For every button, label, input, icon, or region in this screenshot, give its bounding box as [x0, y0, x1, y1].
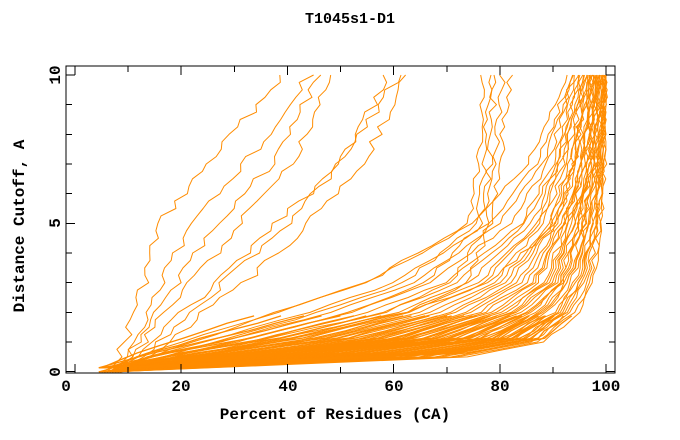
axes-frame: [65, 65, 616, 374]
y-axis-label: Distance Cutoff, A: [11, 139, 29, 313]
chart-title: T1045s1-D1: [304, 11, 396, 28]
x-tick-label-0: 0: [61, 378, 71, 396]
model-curves: [98, 74, 608, 373]
x-tick-label-20: 20: [171, 378, 191, 396]
y-tick-label-10: 10: [47, 65, 65, 85]
y-tick-label-5: 5: [47, 218, 65, 228]
x-axis-label: Percent of Residues (CA): [219, 406, 451, 424]
y-tick-label-0: 0: [47, 367, 65, 377]
x-tick-label-40: 40: [278, 378, 298, 396]
x-tick-label-80: 80: [490, 378, 510, 396]
x-tick-label-60: 60: [384, 378, 404, 396]
x-tick-label-100: 100: [591, 378, 621, 396]
